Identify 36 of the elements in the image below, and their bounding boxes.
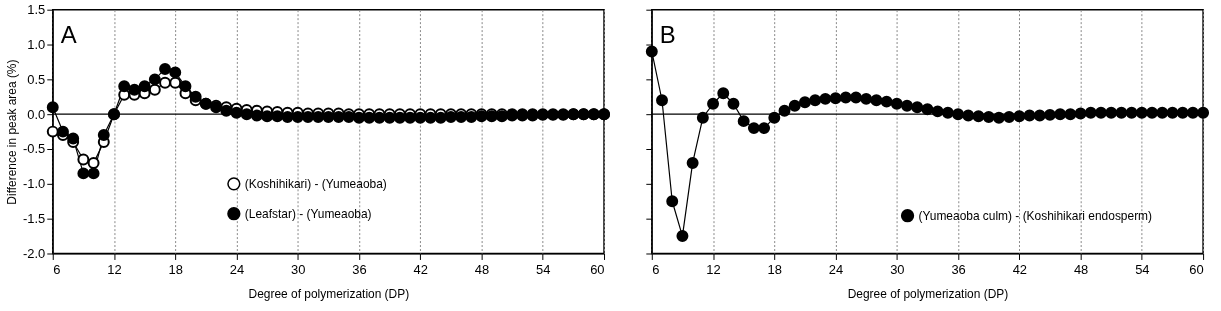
x-tick-label: 12: [107, 261, 122, 277]
legend-label: (Yumeaoba culm) - (Koshihikari endosperm): [918, 208, 1153, 223]
y-tick-label: 0.0: [27, 106, 46, 122]
annotation: A: [60, 20, 77, 48]
x-tick-label: 6: [53, 261, 61, 277]
y-tick-label: 1.5: [27, 2, 46, 18]
x-tick-label: 18: [767, 261, 782, 277]
x-tick-label: 6: [652, 261, 660, 277]
y-axis-title: Difference in peak area (%): [5, 59, 20, 205]
x-tick-label: 30: [291, 261, 306, 277]
x-tick-label: 30: [890, 261, 905, 277]
x-axis-title: Degree of polymerization (DP): [847, 286, 1009, 301]
y-tick-label: -1.0: [23, 176, 46, 192]
legend-label: (Leafstar) - (Yumeaoba): [244, 206, 372, 221]
x-tick-label: 48: [1073, 261, 1089, 277]
legend-label: (Koshihikari) - (Yumeaoba): [244, 176, 387, 191]
y-tick-label: 1.0: [27, 37, 46, 52]
x-tick-label: 36: [352, 261, 367, 277]
x-tick-label: 24: [828, 261, 844, 277]
x-tick-label: 18: [168, 261, 183, 277]
x-axis-title: Degree of polymerization (DP): [248, 286, 410, 301]
annotation: B: [659, 20, 676, 48]
x-tick-label: 12: [706, 261, 721, 277]
x-tick-label: 48: [474, 261, 490, 277]
x-tick-label: 42: [1012, 261, 1028, 277]
x-tick-label: 60: [1189, 261, 1204, 277]
y-tick-label: -0.5: [23, 141, 46, 157]
x-tick-label: 36: [951, 261, 966, 277]
x-tick-label: 54: [1135, 261, 1150, 277]
y-tick-label: -1.5: [23, 211, 46, 227]
y-tick-label: -2.0: [23, 245, 46, 261]
x-tick-label: 60: [590, 261, 605, 277]
y-tick-label: 0.5: [27, 71, 46, 87]
x-tick-label: 24: [229, 261, 245, 277]
x-tick-label: 42: [413, 261, 428, 277]
x-tick-label: 54: [536, 261, 551, 277]
